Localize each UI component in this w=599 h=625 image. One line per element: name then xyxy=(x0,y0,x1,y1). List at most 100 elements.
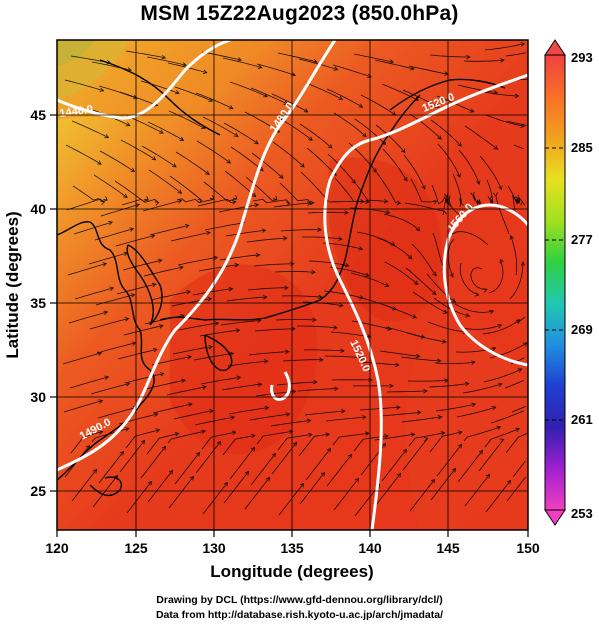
streamline-arrow xyxy=(124,317,130,322)
streamline-arrow xyxy=(466,54,471,60)
streamline-arrow xyxy=(119,450,125,456)
streamline xyxy=(256,430,293,445)
streamline-arrow xyxy=(254,140,259,145)
streamline-arrow xyxy=(161,445,167,451)
streamline xyxy=(358,361,399,366)
streamline-arrow xyxy=(233,132,239,137)
streamline-arrow xyxy=(291,72,297,77)
streamline xyxy=(203,181,237,202)
streamline-arrow xyxy=(491,346,497,352)
streamline xyxy=(386,390,428,393)
streamline-arrow xyxy=(283,100,289,105)
streamline xyxy=(98,85,138,99)
streamline xyxy=(282,359,323,362)
streamline-arrow xyxy=(320,471,326,477)
streamline xyxy=(379,350,420,357)
streamline xyxy=(97,407,137,419)
streamline xyxy=(459,262,479,296)
streamline xyxy=(74,287,114,300)
streamline xyxy=(246,237,287,243)
streamline xyxy=(427,321,467,333)
streamline xyxy=(278,117,313,141)
streamline xyxy=(173,410,214,420)
streamline-arrow xyxy=(384,433,389,439)
streamline-arrow xyxy=(229,351,235,357)
streamline xyxy=(99,150,135,172)
streamlines xyxy=(62,42,528,517)
streamline-arrow xyxy=(464,381,470,387)
streamline-arrow xyxy=(338,236,343,241)
y-tick-labels: 25 30 35 40 45 xyxy=(30,107,46,499)
streamline-arrow xyxy=(341,409,346,414)
streamline-arrow xyxy=(457,142,462,147)
streamline-arrow xyxy=(457,443,463,449)
streamline xyxy=(273,202,314,208)
streamline xyxy=(230,146,264,172)
contour-1560 xyxy=(442,203,528,367)
streamline-arrow xyxy=(487,195,493,201)
streamline-arrow xyxy=(482,288,488,293)
streamline xyxy=(225,229,266,237)
streamline-arrow xyxy=(123,193,128,199)
streamline-arrow xyxy=(317,227,322,232)
streamline xyxy=(303,349,345,352)
streamline xyxy=(404,202,445,212)
streamline xyxy=(353,53,394,63)
streamline xyxy=(149,225,189,236)
streamline-arrow xyxy=(172,163,177,168)
contour-1440 xyxy=(57,40,231,120)
streamline-arrow xyxy=(437,415,443,420)
streamline xyxy=(409,479,435,512)
streamline xyxy=(378,302,417,319)
streamline xyxy=(146,56,187,66)
streamline-arrow xyxy=(500,58,505,63)
streamline-arrow xyxy=(354,477,360,483)
streamline xyxy=(271,93,308,113)
streamline-arrow xyxy=(168,469,174,475)
streamline xyxy=(298,433,330,457)
streamline xyxy=(197,198,236,207)
figure-title: MSM 15Z22Aug2023 (850.0hPa) xyxy=(140,2,459,25)
streamline-arrow xyxy=(158,324,164,329)
streamline xyxy=(202,116,239,137)
streamline-arrow xyxy=(522,342,528,347)
streamline xyxy=(275,319,317,321)
colorbar-tick-label: 293 xyxy=(571,50,593,65)
streamline-arrow xyxy=(232,195,238,200)
streamline xyxy=(430,468,456,501)
streamline-arrow xyxy=(367,73,372,78)
streamline-arrow xyxy=(389,383,394,389)
streamline xyxy=(485,114,525,127)
streamline-arrow xyxy=(283,236,288,241)
streamline xyxy=(222,435,255,456)
streamline xyxy=(272,141,305,168)
streamline xyxy=(304,410,345,416)
colorbar-tick-label: 285 xyxy=(571,140,593,155)
streamline-arrow xyxy=(385,209,391,215)
streamline-arrow xyxy=(223,481,229,487)
streamline-arrow xyxy=(263,294,268,300)
streamline-arrow xyxy=(383,198,389,204)
streamline-arrow xyxy=(264,405,270,411)
streamline xyxy=(152,403,193,414)
streamline xyxy=(376,172,401,204)
streamline xyxy=(326,88,363,108)
streamline xyxy=(332,432,369,446)
streamline xyxy=(226,296,267,302)
streamline-arrow xyxy=(288,429,294,435)
streamline xyxy=(458,149,480,185)
streamline xyxy=(407,380,449,382)
streamline xyxy=(276,381,317,386)
streamline xyxy=(470,266,487,290)
streamline-arrow xyxy=(442,309,448,314)
colorbar-ticks xyxy=(545,147,565,421)
x-tick-label: 150 xyxy=(516,540,540,556)
streamline-arrow xyxy=(181,378,186,384)
streamline xyxy=(484,43,525,51)
streamline-arrow xyxy=(285,412,291,417)
streamline-arrow xyxy=(152,347,158,353)
streamline xyxy=(271,442,297,475)
streamline xyxy=(66,198,105,211)
streamline-arrow xyxy=(491,406,497,411)
streamline-arrow xyxy=(362,132,367,138)
